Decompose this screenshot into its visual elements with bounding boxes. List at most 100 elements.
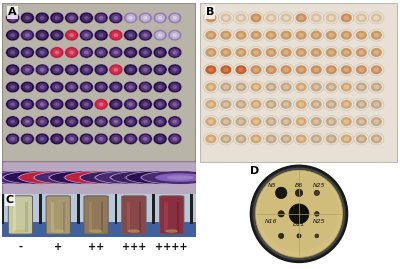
Circle shape xyxy=(371,13,382,22)
Circle shape xyxy=(279,64,294,76)
Circle shape xyxy=(314,190,320,196)
Circle shape xyxy=(294,12,309,24)
Circle shape xyxy=(143,68,148,72)
Circle shape xyxy=(298,68,304,72)
Circle shape xyxy=(25,85,30,89)
Circle shape xyxy=(341,31,352,40)
Circle shape xyxy=(339,115,354,128)
Circle shape xyxy=(326,83,337,91)
Circle shape xyxy=(138,47,152,58)
Bar xyxy=(13,202,16,232)
Circle shape xyxy=(341,100,352,109)
Circle shape xyxy=(140,100,150,108)
Circle shape xyxy=(264,115,279,128)
Circle shape xyxy=(124,98,138,110)
Circle shape xyxy=(84,120,89,123)
Circle shape xyxy=(341,134,352,143)
Circle shape xyxy=(248,46,264,59)
Circle shape xyxy=(10,102,15,106)
Circle shape xyxy=(283,68,289,72)
Circle shape xyxy=(358,137,364,141)
Circle shape xyxy=(309,133,324,145)
Circle shape xyxy=(374,102,379,107)
Bar xyxy=(77,194,80,224)
Circle shape xyxy=(54,137,59,141)
Circle shape xyxy=(90,175,117,180)
Circle shape xyxy=(170,118,180,126)
Circle shape xyxy=(153,47,167,58)
Circle shape xyxy=(203,115,218,128)
Circle shape xyxy=(140,83,150,91)
Circle shape xyxy=(283,119,289,124)
Circle shape xyxy=(65,81,79,93)
Circle shape xyxy=(172,68,177,72)
Circle shape xyxy=(6,81,20,93)
Circle shape xyxy=(96,118,106,126)
Circle shape xyxy=(80,171,158,184)
Text: ++++: ++++ xyxy=(156,242,188,252)
Circle shape xyxy=(126,66,136,74)
Circle shape xyxy=(326,13,337,22)
Circle shape xyxy=(65,116,79,128)
Circle shape xyxy=(266,65,277,74)
Circle shape xyxy=(63,173,114,182)
Circle shape xyxy=(20,81,34,93)
Circle shape xyxy=(82,100,91,108)
Circle shape xyxy=(121,175,148,180)
Circle shape xyxy=(84,51,89,54)
FancyBboxPatch shape xyxy=(160,196,184,234)
Circle shape xyxy=(65,47,79,58)
Circle shape xyxy=(8,31,18,39)
Text: D: D xyxy=(250,166,259,176)
Circle shape xyxy=(155,118,165,126)
Circle shape xyxy=(208,16,214,20)
Circle shape xyxy=(311,134,322,143)
Circle shape xyxy=(65,12,79,24)
Circle shape xyxy=(167,175,194,180)
Circle shape xyxy=(67,118,76,126)
Circle shape xyxy=(82,31,91,39)
Circle shape xyxy=(234,29,248,41)
Circle shape xyxy=(138,12,152,24)
Circle shape xyxy=(37,135,47,143)
Circle shape xyxy=(82,14,91,22)
Circle shape xyxy=(218,64,234,76)
Circle shape xyxy=(124,12,138,24)
Circle shape xyxy=(220,83,232,91)
Circle shape xyxy=(339,98,354,110)
Bar xyxy=(139,202,141,232)
Circle shape xyxy=(96,135,106,143)
Circle shape xyxy=(69,68,74,72)
Circle shape xyxy=(82,66,91,74)
Circle shape xyxy=(94,12,108,24)
Circle shape xyxy=(126,48,136,56)
Circle shape xyxy=(6,98,20,110)
Circle shape xyxy=(50,81,64,93)
Circle shape xyxy=(298,119,304,124)
Circle shape xyxy=(298,33,304,37)
Circle shape xyxy=(238,102,244,107)
Circle shape xyxy=(311,83,322,91)
Circle shape xyxy=(205,65,216,74)
Circle shape xyxy=(37,83,47,91)
Circle shape xyxy=(253,68,259,72)
Circle shape xyxy=(309,98,324,110)
Circle shape xyxy=(111,171,188,184)
Bar xyxy=(127,202,130,232)
Circle shape xyxy=(356,31,367,40)
Circle shape xyxy=(341,48,352,57)
Circle shape xyxy=(140,118,150,126)
Circle shape xyxy=(248,12,264,24)
Circle shape xyxy=(111,31,121,39)
Circle shape xyxy=(22,31,32,39)
Circle shape xyxy=(264,46,279,59)
Circle shape xyxy=(67,48,76,56)
Text: C: C xyxy=(6,195,14,205)
Circle shape xyxy=(296,65,307,74)
Circle shape xyxy=(354,46,369,59)
Circle shape xyxy=(143,51,148,54)
Circle shape xyxy=(67,100,76,108)
Circle shape xyxy=(50,64,64,76)
Circle shape xyxy=(111,135,121,143)
Circle shape xyxy=(203,12,218,24)
